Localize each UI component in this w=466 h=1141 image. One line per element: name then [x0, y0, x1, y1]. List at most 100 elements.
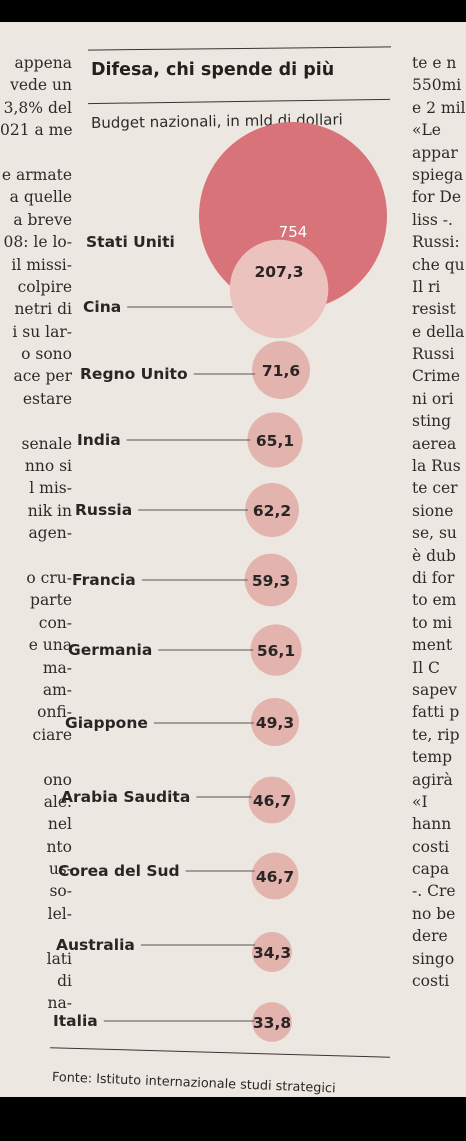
left_column-line: 08: le lo-	[3, 233, 72, 252]
left_column-line: ma-	[42, 658, 72, 677]
left_column-line: so-	[49, 882, 72, 901]
left_column-line: ale.	[43, 792, 72, 811]
right_column-line: resist	[412, 300, 456, 319]
left_column-line: e una	[28, 636, 72, 655]
right_column-line: for De	[412, 188, 462, 207]
left_column-line: na-	[47, 994, 72, 1013]
value-label: 62,2	[253, 502, 291, 520]
left_column-line: nel	[47, 815, 72, 834]
left_column-line: i su lar-	[12, 322, 72, 341]
bubble-giappone	[250, 697, 300, 747]
right_column-line: di for	[412, 568, 455, 587]
category-label: Germania	[68, 641, 152, 659]
right_column-line: e della	[412, 322, 465, 341]
bottom-black-border	[0, 1097, 466, 1141]
value-label: 33,8	[253, 1014, 291, 1032]
right_column-line: sione	[412, 501, 454, 520]
left_column-line: ono	[43, 770, 72, 789]
right_column-line: te cer	[412, 479, 458, 498]
left_column-line: nik in	[27, 501, 72, 520]
left_column-line: colpire	[17, 277, 72, 296]
left_column-line: parte	[30, 591, 72, 610]
right_column-line: «I	[412, 792, 428, 811]
article-left-column: appena vede un 3,8% del 021 a me-e armate a …	[0, 52, 72, 1015]
category-label: Stati Uniti	[86, 233, 175, 251]
bubble-australia	[251, 931, 293, 973]
category-label: Regno Unito	[80, 365, 188, 383]
category-label: India	[77, 431, 121, 449]
right_column-line: sapev	[412, 680, 458, 699]
left_column-line: 021 a me-	[0, 121, 72, 140]
right_column-line: temp	[412, 748, 453, 767]
category-label: Francia	[72, 571, 136, 589]
right_column-line: to em	[412, 591, 457, 610]
right_column-line: appar	[412, 143, 458, 162]
value-label: 46,7	[253, 792, 291, 810]
category-label: Cina	[83, 298, 121, 316]
left_column-line: lel-	[47, 904, 72, 923]
right_column-line: no be	[412, 904, 456, 923]
right_column-line: Crime	[412, 367, 461, 386]
right_column-line: te, rip	[412, 725, 460, 744]
bubble-regno-unito	[252, 341, 310, 399]
right_column-line: dere	[412, 927, 448, 946]
left_column-line: vede un	[10, 76, 72, 95]
left_column-line: e armate	[1, 165, 72, 184]
right_column-line: aerea	[412, 434, 457, 453]
right_column-line: è dub	[412, 546, 456, 565]
left_column-line: netri di	[14, 300, 72, 319]
value-label: 46,7	[256, 868, 294, 886]
left_column-line: appena	[14, 54, 72, 72]
right_column-line: 550mi	[412, 76, 462, 95]
right_column-line: che qu	[412, 255, 465, 274]
value-label: 207,3	[254, 263, 303, 281]
left_column-line: il missi-	[11, 255, 72, 274]
right_column-line: e 2 mil	[412, 98, 466, 117]
article-right-column: te e n 550mi e 2 mil «Le appar spiega for De li…	[412, 52, 466, 992]
top-black-border	[0, 0, 466, 22]
bubble-cina	[229, 239, 329, 339]
left_column-line: ace per	[13, 367, 72, 386]
bubble-italia	[252, 1002, 292, 1042]
left_column-line: nno si	[24, 457, 72, 476]
right_column-line: ment	[412, 636, 453, 655]
value-label: 49,3	[256, 714, 294, 732]
left_column-line: a breve	[13, 210, 72, 229]
left_column-line: con-	[38, 613, 72, 632]
left_column-line: o cru-	[26, 568, 72, 587]
right_column-line: te e n	[412, 54, 457, 72]
right_column-line: la Rus	[412, 457, 461, 476]
right_column-line: costi	[412, 837, 450, 856]
left_column-line: a quelle	[9, 188, 72, 207]
right_column-line: Il C	[412, 658, 440, 677]
left_column-line: senale	[21, 434, 72, 453]
left_column-line: ciare	[32, 725, 72, 744]
right_column-line: liss -.	[412, 210, 453, 229]
left_column-line: onfi-	[37, 703, 72, 722]
bubble-germania	[250, 624, 302, 676]
bubble-india	[247, 412, 303, 468]
value-label: 56,1	[257, 642, 295, 660]
bubble-francia	[244, 553, 298, 607]
left_column-line: nto	[46, 837, 72, 856]
category-label: Giappone	[65, 714, 148, 732]
right_column-line: fatti p	[412, 703, 460, 722]
value-label: 65,1	[256, 432, 294, 450]
right_column-line: costi	[412, 972, 450, 991]
value-label: 34,3	[253, 944, 291, 962]
left_column-line: lati	[46, 949, 72, 968]
right_column-line: Russi	[412, 345, 455, 364]
right_column-line: hann	[412, 815, 452, 834]
bubble-corea-del-sud	[251, 852, 299, 900]
category-label: Corea del Sud	[58, 862, 180, 880]
right_column-line: Russi:	[412, 233, 460, 252]
value-label: 71,6	[262, 362, 300, 380]
category-label: Russia	[75, 501, 132, 519]
right_column-line: capa	[412, 860, 450, 879]
right_column-line: agirà	[412, 770, 453, 789]
left_column-line: l mis-	[29, 479, 72, 498]
chart-title: Difesa, chi spende di più	[91, 60, 335, 80]
right_column-line: sting	[412, 412, 452, 431]
right_column-line: -. Cre	[412, 882, 456, 901]
